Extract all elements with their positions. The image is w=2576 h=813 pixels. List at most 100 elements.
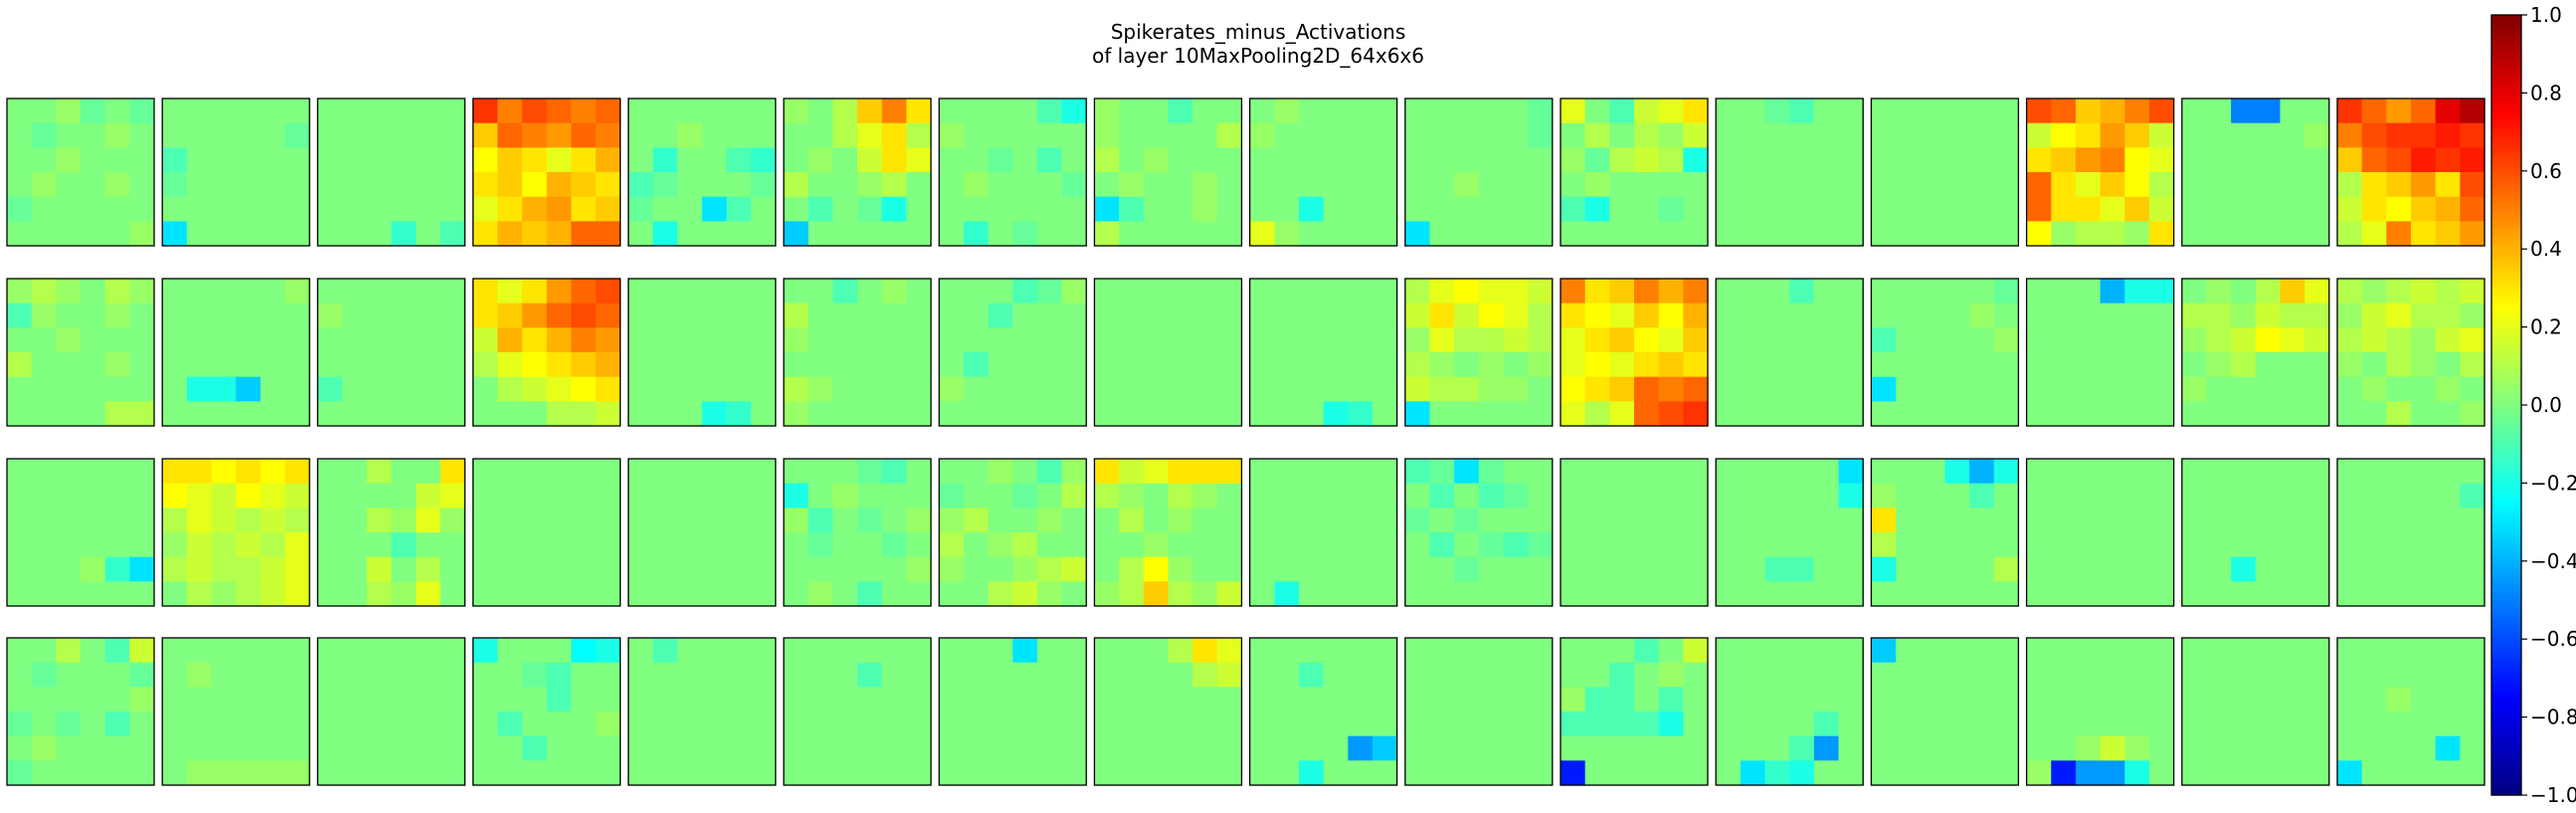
heatmap-cell (652, 147, 678, 173)
heatmap-cell (1658, 760, 1684, 786)
heatmap-cell (81, 532, 106, 558)
heatmap-cell (2181, 327, 2208, 353)
colorbar-strip (2491, 495, 2521, 500)
heatmap-cell (104, 122, 130, 148)
heatmap-cell (808, 401, 833, 427)
heatmap-cell (1036, 196, 1063, 222)
heatmap-cell (1012, 196, 1038, 222)
heatmap-cell (1454, 483, 1480, 508)
heatmap-cell (260, 279, 286, 305)
heatmap-cell (1993, 532, 2019, 558)
colorbar-strip (2491, 330, 2521, 336)
heatmap-cell (628, 196, 654, 222)
heatmap-cell (1012, 711, 1038, 737)
heatmap-cell (416, 532, 442, 558)
heatmap-cell (1896, 376, 1922, 402)
heatmap-cell (440, 147, 465, 173)
heatmap-cell (628, 99, 654, 124)
heatmap-cell (284, 735, 310, 761)
heatmap-cell (2148, 172, 2175, 198)
colorbar-strip (2491, 178, 2521, 184)
heatmap-cell (701, 459, 728, 485)
heatmap-cell (1348, 735, 1374, 761)
heatmap-cell (988, 352, 1013, 378)
heatmap-cell (284, 459, 310, 485)
heatmap-cell (1012, 401, 1038, 427)
heatmap-cell (726, 279, 752, 305)
heatmap-cell (2411, 508, 2437, 533)
heatmap-cell (1249, 147, 1275, 173)
heatmap-cell (31, 99, 57, 124)
heatmap-cell (1716, 508, 1742, 533)
heatmap-cell (317, 147, 343, 173)
colorbar-strip (2491, 420, 2521, 426)
heatmap-cell (1944, 556, 1970, 582)
heatmap-cell (1764, 711, 1790, 737)
panel-frame (628, 278, 777, 427)
heatmap-cell (1503, 483, 1529, 508)
heatmap-cell (2337, 352, 2363, 378)
heatmap-cell (2255, 711, 2282, 737)
colorbar-tick-label: −1.0 (2530, 783, 2576, 807)
heatmap-cell (1764, 327, 1790, 353)
heatmap-cell (391, 711, 417, 737)
colorbar-tick-label: −0.4 (2530, 549, 2576, 573)
heatmap-cell (2280, 122, 2305, 148)
panel-frame (1093, 637, 1243, 786)
heatmap-cell (104, 99, 130, 124)
heatmap-cell (1838, 279, 1864, 305)
heatmap-cell (1216, 638, 1242, 664)
heatmap-cell (939, 687, 965, 712)
heatmap-cell (988, 687, 1013, 712)
heatmap-cell (7, 221, 33, 247)
heatmap-cell (726, 303, 752, 328)
heatmap-cell (1528, 401, 1554, 427)
heatmap-cell (1993, 327, 2019, 353)
heatmap-cell (595, 172, 622, 198)
heatmap-cell (808, 459, 833, 485)
heatmap-cell (628, 459, 654, 485)
feature-map-6 (938, 98, 1087, 247)
heatmap-cell (186, 556, 213, 582)
heatmap-cell (881, 581, 907, 607)
heatmap-cell (2280, 279, 2305, 305)
heatmap-cell (1969, 279, 1995, 305)
heatmap-cell (546, 147, 572, 173)
heatmap-cell (1119, 352, 1145, 378)
heatmap-cell (1274, 532, 1300, 558)
heatmap-cell (1584, 122, 1610, 148)
heatmap-cell (1119, 760, 1145, 786)
heatmap-cell (2361, 581, 2387, 607)
heatmap-cell (1143, 687, 1169, 712)
heatmap-cell (751, 508, 777, 533)
heatmap-cell (1168, 172, 1194, 198)
heatmap-cell (1094, 279, 1120, 305)
heatmap-cell (1012, 508, 1038, 533)
heatmap-cell (1561, 352, 1586, 378)
heatmap-cell (31, 459, 57, 485)
heatmap-cell (1634, 327, 1660, 353)
heatmap-cell (2026, 711, 2052, 737)
heatmap-cell (1993, 581, 2019, 607)
heatmap-cell (1969, 221, 1995, 247)
heatmap-cell (784, 581, 810, 607)
heatmap-cell (1789, 735, 1815, 761)
heatmap-cell (2051, 581, 2077, 607)
heatmap-cell (416, 662, 442, 688)
heatmap-cell (1993, 172, 2019, 198)
heatmap-cell (129, 99, 155, 124)
feature-map-45 (2025, 458, 2175, 607)
heatmap-cell (2386, 508, 2412, 533)
heatmap-cell (1298, 459, 1325, 485)
heatmap-cell (652, 376, 678, 402)
heatmap-cell (2075, 687, 2102, 712)
heatmap-cell (1478, 196, 1505, 222)
heatmap-cell (2181, 376, 2208, 402)
heatmap-cell (260, 376, 286, 402)
heatmap-cell (1561, 508, 1586, 533)
heatmap-cell (1871, 172, 1897, 198)
heatmap-cell (317, 483, 343, 508)
colorbar-strip (2491, 463, 2521, 469)
heatmap-cell (1168, 376, 1194, 402)
colorbar-strip (2491, 509, 2521, 515)
